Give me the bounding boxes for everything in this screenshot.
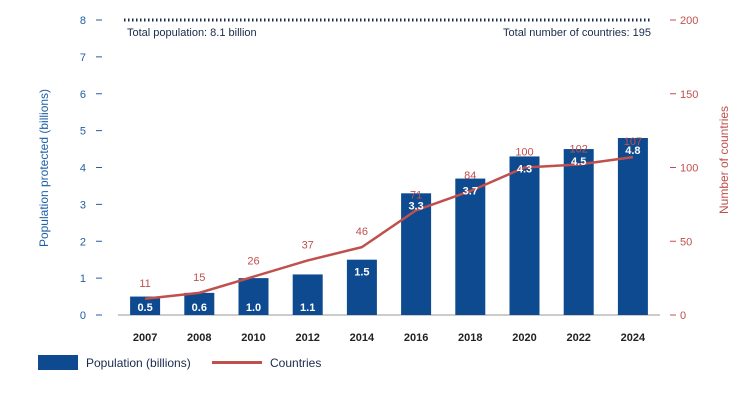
population-bar-value-label: 3.7	[463, 186, 478, 198]
x-tick-label: 2012	[295, 332, 319, 344]
y-left-tick-label: 3	[80, 199, 86, 211]
y-right-axis-title: Number of countries	[717, 106, 731, 214]
legend-countries-label: Countries	[270, 356, 321, 370]
population-bar-value-label: 3.3	[408, 200, 423, 212]
x-tick-label: 2016	[404, 332, 428, 344]
y-left-axis-title: Population protected (billions)	[37, 89, 51, 247]
population-bar-value-label: 1.1	[300, 302, 315, 314]
y-left-tick-label: 8	[80, 15, 86, 27]
population-bar	[509, 156, 540, 315]
x-tick-label: 2020	[512, 332, 536, 344]
population-bar-value-label: 1.5	[354, 267, 369, 279]
x-tick-label: 2008	[187, 332, 211, 344]
legend-population-swatch	[38, 355, 78, 370]
y-right-tick-label: 200	[680, 15, 698, 27]
reference-line-group: Total population: 8.1 billion Total numbe…	[124, 18, 652, 39]
population-bar	[455, 178, 486, 315]
x-tick-label: 2022	[566, 332, 590, 344]
population-bar-value-label: 1.0	[246, 302, 261, 314]
y-left-tick-label: 1	[80, 273, 86, 285]
y-left-tick-label: 7	[80, 52, 86, 64]
total-population-label: Total population: 8.1 billion	[127, 27, 257, 39]
population-bar	[563, 149, 594, 315]
bars-group	[130, 138, 648, 315]
population-bar-value-label: 4.3	[517, 163, 532, 175]
y-right-tick-label: 50	[680, 236, 692, 248]
y-right-tick-label: 0	[680, 310, 686, 322]
population-bar-value-label: 4.5	[571, 156, 586, 168]
legend-population-label: Population (billions)	[86, 356, 191, 370]
axes-group: 0 1 2 3 4 5 6 7 8 0 50 100 150 200 2007 2008 2010 2012 201…	[37, 15, 731, 344]
x-tick-label: 2014	[350, 332, 375, 344]
population-bar	[401, 193, 432, 315]
population-bar-value-label: 0.5	[137, 302, 152, 314]
x-tick-label: 2010	[241, 332, 265, 344]
population-bar-value-label: 0.6	[192, 302, 207, 314]
countries-value-label: 100	[515, 147, 533, 159]
population-bar	[130, 296, 161, 315]
population-bar	[346, 259, 377, 315]
labels-group: 0.5 0.6 1.0 1.1 1.5 3.3 3.7 4.3 4.5 4.8 11 15 26 37 46…	[137, 136, 642, 314]
countries-line	[144, 155, 634, 301]
countries-value-label: 15	[193, 272, 205, 284]
countries-value-label: 102	[570, 144, 588, 156]
population-bar-value-label: 4.8	[625, 145, 640, 157]
y-right-tick-label: 100	[680, 163, 698, 175]
countries-value-label: 107	[624, 136, 642, 148]
countries-value-label: 46	[356, 226, 368, 238]
countries-value-label: 84	[464, 170, 476, 182]
y-right-tick-label: 150	[680, 89, 698, 101]
countries-value-label: 11	[139, 278, 150, 290]
countries-value-label: 37	[302, 239, 314, 251]
countries-value-label: 26	[247, 256, 259, 268]
x-tick-label: 2024	[621, 332, 646, 344]
population-bar	[292, 274, 323, 315]
y-left-tick-label: 5	[80, 126, 86, 138]
population-bar	[184, 292, 215, 315]
x-tick-label: 2007	[133, 332, 157, 344]
population-bar	[617, 138, 648, 315]
legend: Population (billions) Countries	[38, 355, 321, 370]
y-left-tick-label: 2	[80, 236, 86, 248]
y-left-tick-label: 4	[80, 163, 86, 175]
countries-value-label: 71	[410, 189, 422, 201]
x-tick-label: 2018	[458, 332, 482, 344]
y-left-tick-label: 0	[80, 310, 86, 322]
population-bar	[238, 278, 269, 315]
y-left-tick-label: 6	[80, 89, 86, 101]
line-group	[144, 155, 634, 301]
total-countries-label: Total number of countries: 195	[503, 27, 651, 39]
